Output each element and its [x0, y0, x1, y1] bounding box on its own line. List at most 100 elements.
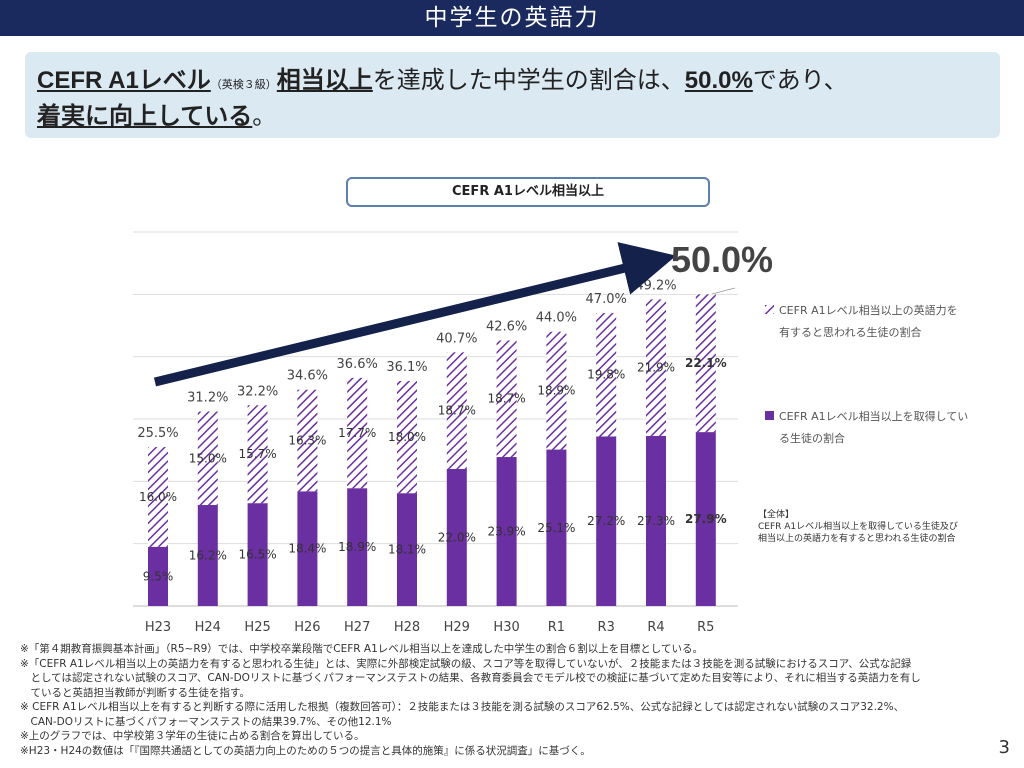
chart-note: 【全体】 CEFR A1レベル相当以上を取得している生徒及び 相当以上の英語力を… — [758, 509, 998, 545]
data-labels: 9.5% 16.0% 25.5% 16.2% 15.0% 31.2% 16.5% 15.7% 3… — [137, 278, 726, 583]
bars — [148, 294, 716, 606]
bar-hatched-segment — [546, 331, 567, 450]
summary-text-2: であり、 — [752, 67, 848, 94]
legend-hatched-label: CEFR A1レベル相当以上の英語力を 有すると思われる生徒の割合 — [779, 300, 979, 344]
total-value-label: 34.6% — [287, 369, 328, 384]
x-tick-label: R5 — [697, 620, 714, 635]
trend-arrow — [153, 242, 677, 387]
total-value-label: 36.6% — [337, 357, 378, 372]
bar-hatched-segment — [397, 380, 417, 494]
summary-text: を達成した中学生の割合は、 — [372, 67, 685, 94]
footnote-1: ※「第４期教育振興基本計画」（R5~R9）では、中学校卒業段階でCEFR A1レ… — [20, 643, 703, 655]
summary-cefr: CEFR A1レベル — [37, 67, 211, 94]
hatched-value-label: 19.8% — [587, 368, 625, 382]
total-value-label: 49.2% — [635, 278, 676, 293]
legend-hatched-swatch — [765, 305, 774, 314]
solid-value-label: 16.2% — [189, 549, 227, 563]
bar-hatched-segment — [496, 340, 517, 458]
bar-hatched-segment — [197, 411, 218, 506]
summary-line-2: 着実に向上している。 — [37, 96, 276, 131]
x-tick-label: R4 — [647, 620, 664, 635]
page-title: 中学生の英語力 — [0, 0, 1024, 36]
bar-solid-segment — [197, 505, 218, 606]
solid-value-label: 22.0% — [438, 530, 476, 544]
bar-hatched-segment — [347, 377, 368, 489]
chart-title: CEFR A1レベル相当以上 — [346, 177, 710, 207]
x-tick-label: H26 — [294, 620, 320, 635]
hatched-value-label: 16.0% — [139, 490, 177, 504]
summary-line-1: CEFR A1レベル（英検３級）相当以上を達成した中学生の割合は、50.0%であ… — [37, 60, 848, 95]
page-number: 3 — [998, 737, 1010, 758]
x-axis: H23 H24 H25 H26 H27 H28 H29 H30 R1 R3 R4 R5 — [145, 620, 715, 635]
x-tick-label: R3 — [598, 620, 615, 635]
footnote-4: ていると英語担当教師が判断する生徒を指す。 — [20, 686, 250, 699]
total-value-label: 32.2% — [237, 384, 278, 399]
footnote-7: ※上のグラフでは、中学校第３学年の生徒に占める割合を算出している。 — [20, 730, 365, 742]
legend-hatched-line1: CEFR A1レベル相当以上の英語力を — [779, 304, 958, 317]
x-tick-label: H27 — [344, 620, 370, 635]
footnote-3: としては認定されない試験のスコア、CAN-DOリストに基づくパフォーマンステスト… — [20, 672, 921, 684]
bar-solid-segment — [446, 468, 467, 606]
chart-note-line3: 相当以上の英語力を有すると思われる生徒の割合 — [758, 534, 956, 544]
hatched-value-label: 22.1% — [685, 356, 727, 370]
hatched-value-label: 18.0% — [388, 430, 426, 444]
footnotes: ※「第４期教育振興基本計画」（R5~R9）では、中学校卒業段階でCEFR A1レ… — [20, 642, 1005, 758]
bar-hatched-segment — [596, 313, 617, 437]
bar-hatched-segment — [446, 352, 467, 469]
bar-solid-segment — [347, 488, 368, 606]
legend-solid-line1: CEFR A1レベル相当以上を取得してい — [779, 410, 969, 423]
bar-solid-segment — [596, 436, 617, 606]
solid-value-label: 27.2% — [587, 514, 625, 528]
x-tick-label: H28 — [394, 620, 420, 635]
summary-eiken: （英検３級） — [210, 79, 277, 91]
footnote-2: ※「CEFR A1レベル相当以上の英語力を有すると思われる生徒」とは、実際に外部… — [20, 657, 912, 670]
bar-hatched-segment — [646, 299, 666, 436]
bar-solid-segment — [496, 457, 517, 606]
total-value-label: 36.1% — [386, 360, 427, 375]
hatched-value-label: 16.3% — [288, 434, 326, 448]
solid-value-label: 9.5% — [143, 569, 174, 583]
x-tick-label: R1 — [548, 620, 565, 635]
legend-hatched-line2: 有すると思われる生徒の割合 — [779, 326, 922, 339]
bar-solid-segment — [247, 503, 268, 606]
bar-solid-segment — [397, 493, 417, 606]
footnote-5: ※ CEFR A1レベル相当以上を有すると判断する際に活用した根拠（複数回答可）… — [20, 701, 905, 713]
bar-solid-segment — [297, 491, 318, 606]
solid-value-label: 25.1% — [537, 521, 575, 535]
chart-note-line1: 【全体】 — [758, 510, 795, 520]
summary-equivalent: 相当以上 — [276, 67, 373, 94]
summary-period: 。 — [252, 103, 277, 130]
total-value-label: 31.2% — [187, 391, 228, 406]
bar-solid-segment — [695, 432, 716, 606]
x-tick-label: H23 — [145, 620, 171, 635]
solid-value-label: 18.4% — [288, 542, 326, 556]
bar-hatched-segment — [297, 389, 318, 492]
legend-solid-line2: る生徒の割合 — [779, 432, 845, 445]
chart-note-line2: CEFR A1レベル相当以上を取得している生徒及び — [758, 522, 958, 532]
footnote-6: CAN-DOリストに基づくパフォーマンステストの結果39.7%、その他12.1% — [20, 715, 392, 728]
hatched-value-label: 18.9% — [537, 384, 575, 398]
x-tick-label: H29 — [444, 620, 470, 635]
total-value-label: 25.5% — [137, 426, 178, 441]
highlight-leader-line — [711, 287, 736, 295]
footnote-8: ※H23・H24の数値は「『国際共通語としての英語力向上のための５つの提言と具体… — [20, 744, 591, 757]
solid-value-label: 27.9% — [685, 512, 727, 526]
bar-solid-segment — [546, 449, 567, 606]
legend-solid-swatch — [765, 411, 774, 420]
hatched-value-label: 15.0% — [189, 451, 227, 465]
bar-hatched-segment — [247, 405, 268, 504]
solid-value-label: 18.1% — [388, 543, 426, 557]
solid-value-label: 18.9% — [338, 540, 376, 554]
legend-solid-label: CEFR A1レベル相当以上を取得してい る生徒の割合 — [779, 406, 979, 450]
solid-value-label: 23.9% — [488, 525, 526, 539]
hatched-value-label: 17.7% — [338, 426, 376, 440]
total-value-label: 40.7% — [436, 331, 477, 346]
hatched-value-label: 18.7% — [438, 404, 476, 418]
solid-value-label: 16.5% — [239, 548, 277, 562]
x-tick-label: H24 — [195, 620, 221, 635]
grid-lines — [133, 231, 738, 607]
bar-hatched-segment — [695, 294, 716, 433]
hatched-value-label: 15.7% — [239, 447, 277, 461]
total-value-label: 42.6% — [486, 319, 527, 334]
